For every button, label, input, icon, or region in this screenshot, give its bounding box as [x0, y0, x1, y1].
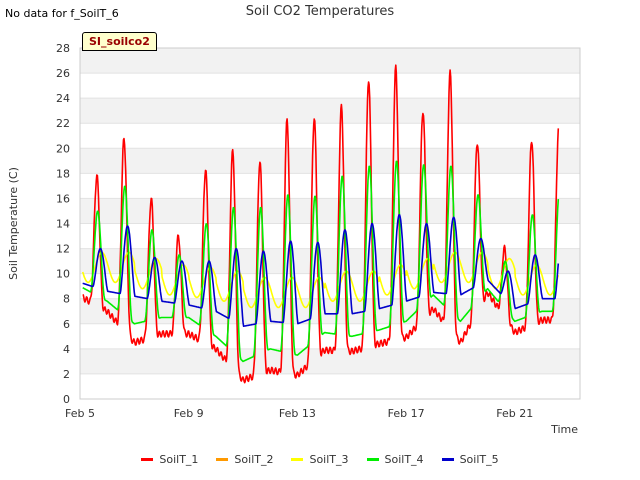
y-tick-label: 16 [56, 192, 70, 205]
y-tick-label: 8 [63, 293, 70, 306]
site-label-tab: SI_soilco2 [82, 32, 157, 51]
y-tick-label: 0 [63, 393, 70, 406]
y-tick-label: 28 [56, 42, 70, 55]
y-tick-label: 18 [56, 167, 70, 180]
y-tick-label: 26 [56, 67, 70, 80]
grid-band [80, 248, 580, 274]
legend-item: SoilT_3 [291, 453, 349, 466]
legend-swatch [141, 458, 154, 461]
y-tick-label: 20 [56, 142, 70, 155]
grid-band [80, 98, 580, 124]
legend-label: SoilT_4 [384, 453, 424, 466]
series-line-SoilT_4 [82, 160, 560, 363]
x-tick-label: Feb 5 [65, 407, 95, 420]
x-tick-label: Feb 21 [496, 407, 533, 420]
plot-border [79, 47, 581, 400]
y-tick-label: 2 [63, 368, 70, 381]
legend-label: SoilT_3 [309, 453, 349, 466]
chart-title: Soil CO2 Temperatures [245, 4, 395, 19]
y-tick-label: 6 [63, 318, 70, 331]
x-tick-label: Feb 17 [388, 407, 425, 420]
grid-band [80, 48, 580, 74]
legend-label: SoilT_1 [159, 453, 199, 466]
grid-band [80, 348, 580, 374]
grid-band [80, 148, 580, 174]
y-tick-label: 14 [56, 218, 70, 231]
y-tick-label: 12 [56, 243, 70, 256]
series-line-SoilT_5 [82, 214, 560, 327]
legend-item: SoilT_4 [366, 453, 424, 466]
legend-label: SoilT_5 [459, 453, 499, 466]
legend: SoilT_1 SoilT_2 SoilT_3 SoilT_4 SoilT_5 [0, 453, 640, 466]
legend-swatch [366, 458, 379, 461]
y-axis-label: Soil Temperature (C) [7, 167, 20, 280]
x-tick-label: Feb 13 [279, 407, 316, 420]
x-tick-label: Feb 9 [174, 407, 204, 420]
y-tick-label: 22 [56, 117, 70, 130]
y-tick-label: 4 [63, 343, 70, 356]
x-axis-label: Time [550, 423, 578, 436]
legend-swatch [216, 458, 229, 461]
grid-band [80, 198, 580, 224]
legend-label: SoilT_2 [234, 453, 274, 466]
legend-item: SoilT_5 [441, 453, 499, 466]
y-tick-label: 10 [56, 268, 70, 281]
legend-swatch [441, 458, 454, 461]
series-line-SoilT_1 [82, 64, 560, 384]
legend-swatch [291, 458, 304, 461]
legend-item: SoilT_2 [216, 453, 273, 466]
no-data-note: No data for f_SoilT_6 [5, 7, 119, 20]
y-tick-label: 24 [56, 92, 70, 105]
legend-item: SoilT_1 [141, 453, 198, 466]
series-line-SoilT_3 [81, 251, 560, 309]
